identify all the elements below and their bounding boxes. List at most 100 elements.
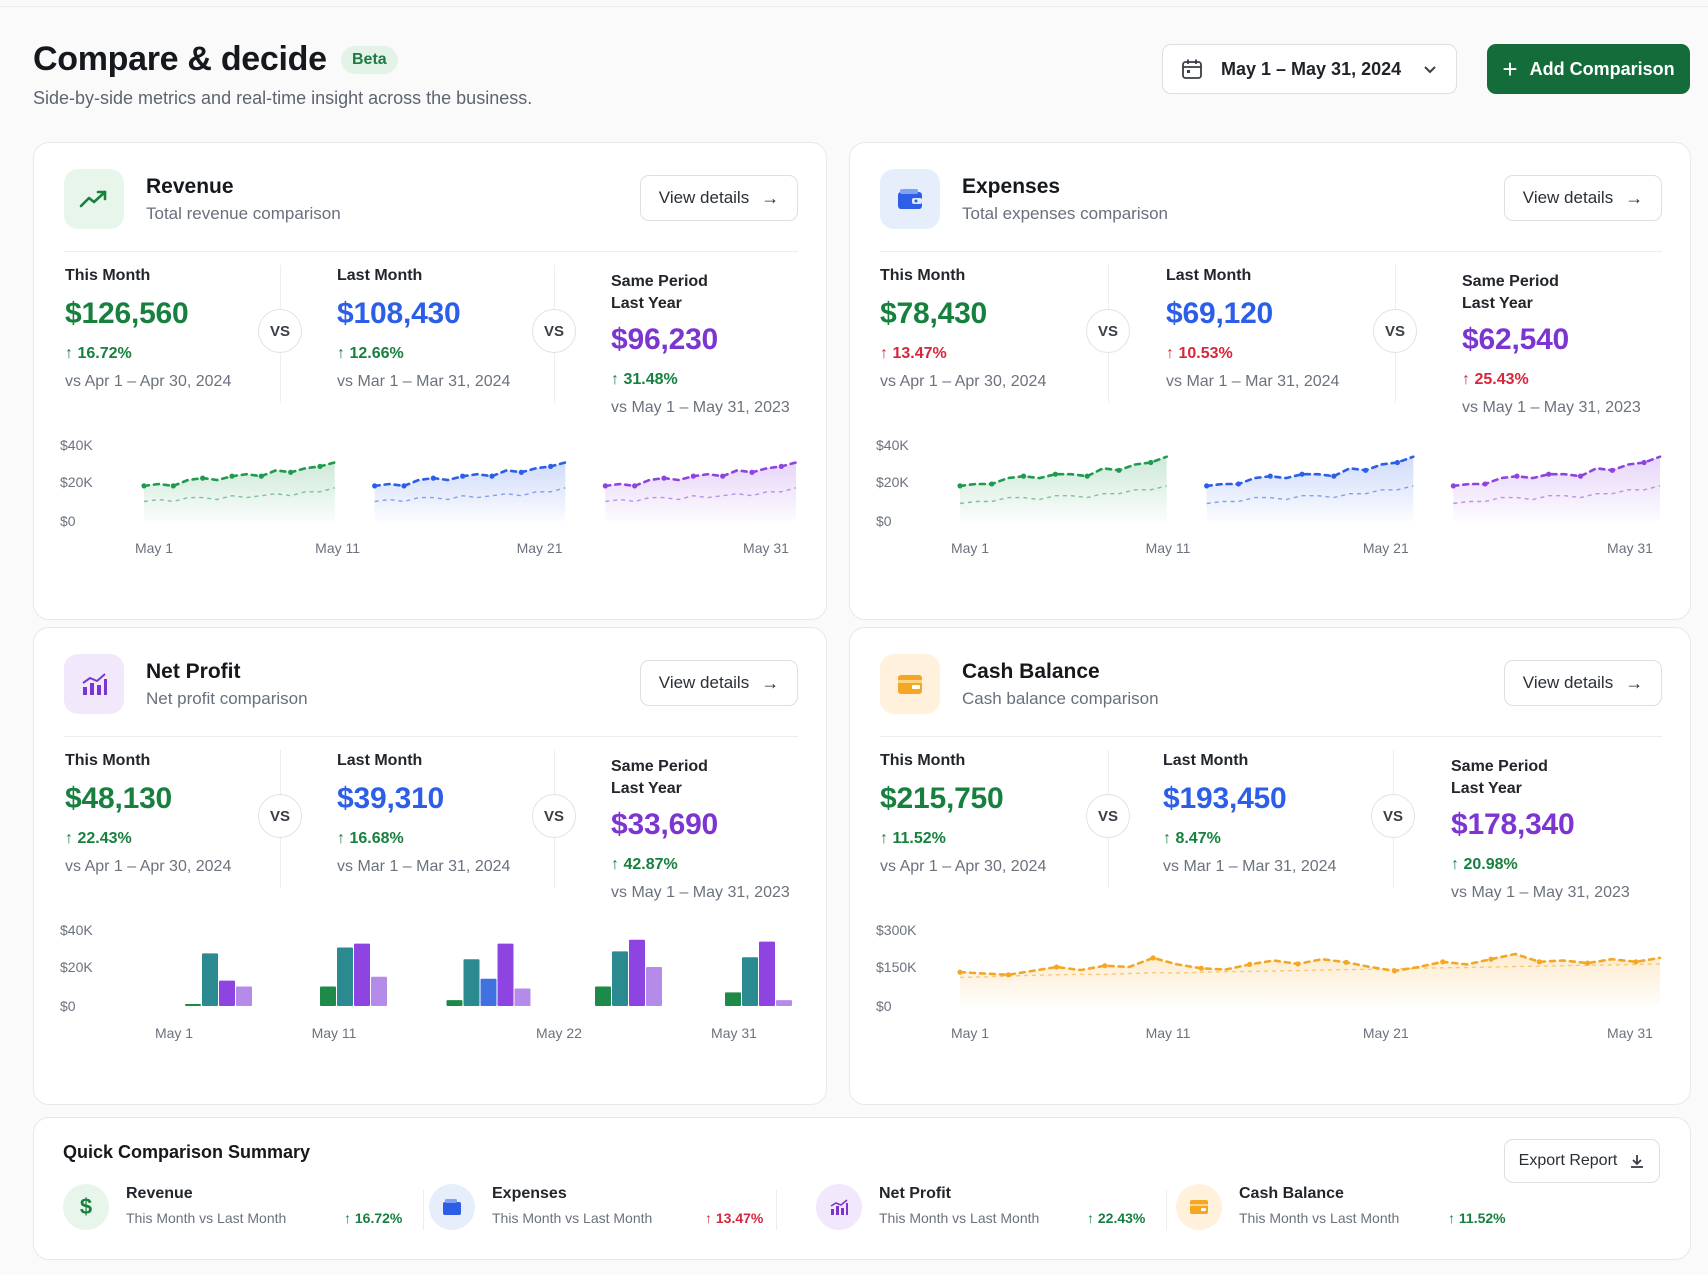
metric-same-period: Same Period Last Year $62,540 ↑ 25.43% vs… (1462, 271, 1641, 417)
page-header: Compare & decide Beta Side-by-side metri… (33, 34, 1691, 124)
vs-badge: VS (258, 309, 302, 353)
y-tick-label: $40K (60, 437, 93, 453)
bar (185, 1004, 201, 1006)
metric-value: $126,560 (65, 297, 189, 330)
bar (236, 986, 252, 1006)
summary-item-pct: ↑ 13.47% (705, 1210, 764, 1226)
bar (725, 992, 741, 1006)
data-point (401, 483, 407, 489)
data-point (1148, 459, 1154, 466)
vs-badge: VS (532, 309, 576, 353)
series-area (374, 462, 566, 521)
y-tick-label: $300K (876, 922, 917, 938)
data-point (1343, 959, 1349, 965)
bar (480, 978, 497, 1006)
metric-label: This Month (880, 267, 966, 284)
wallet-icon (880, 654, 940, 714)
view-details-button[interactable]: View details → (640, 175, 798, 221)
metric-change: ↑ 11.52% (880, 830, 946, 847)
quick-comparison-summary: Quick Comparison Summary Export Report $… (33, 1117, 1691, 1260)
data-point (1546, 471, 1552, 477)
summary-item-name: Revenue (126, 1185, 193, 1202)
bar (354, 943, 370, 1006)
series-line-primary (1205, 455, 1415, 488)
date-range-picker[interactable]: May 1 – May 31, 2024 (1162, 44, 1457, 94)
vs-badge: VS (258, 794, 302, 838)
metric-label: Last Month (1163, 752, 1249, 769)
page-subtitle: Side-by-side metrics and real-time insig… (33, 88, 533, 108)
y-tick-label: $0 (876, 513, 892, 529)
data-point (1331, 473, 1337, 479)
metric-same-period: Same Period Last Year $178,340 ↑ 20.98% v… (1451, 756, 1630, 902)
data-point (1150, 955, 1156, 961)
arrow-up-icon: ↑ (705, 1210, 716, 1226)
trend-up-icon (64, 169, 124, 229)
metric-value: $39,310 (337, 782, 445, 815)
data-point (141, 483, 147, 489)
calendar-icon (1182, 59, 1202, 79)
data-point (957, 483, 963, 489)
data-point (518, 469, 524, 475)
metric-label: Same Period Last Year (611, 758, 708, 797)
data-point (430, 475, 436, 481)
view-details-label: View details (1522, 188, 1614, 207)
summary-divider (776, 1190, 777, 1230)
add-comparison-button[interactable]: + Add Comparison (1487, 44, 1690, 94)
net-profit-chart: $40K $20K $0 May 1 May 11 May 22 May 31 (60, 922, 792, 1041)
metric-last-month: Last Month $69,120 ↑ 10.53% vs Mar 1 – M… (1166, 265, 1339, 391)
export-report-button[interactable]: Export Report (1504, 1139, 1660, 1183)
series-line-secondary (959, 485, 1167, 505)
metric-change: ↑ 8.47% (1163, 830, 1221, 847)
view-details-button[interactable]: View details → (1504, 660, 1662, 706)
vs-badge: VS (1373, 309, 1417, 353)
metric-range: vs Mar 1 – Mar 31, 2024 (337, 373, 511, 390)
series-line-secondary (374, 487, 566, 503)
bar (320, 986, 336, 1006)
x-tick-label: May 31 (743, 540, 789, 556)
metric-range: vs May 1 – May 31, 2023 (1462, 399, 1641, 416)
arrow-up-icon: ↑ (65, 345, 78, 362)
data-point (258, 473, 264, 479)
data-point (1488, 956, 1494, 962)
y-tick-label: $0 (60, 513, 76, 529)
bar-chart-icon (64, 654, 124, 714)
metric-value: $69,120 (1166, 297, 1274, 330)
data-point (1577, 473, 1584, 479)
data-point (1609, 467, 1615, 473)
view-details-button[interactable]: View details → (640, 660, 798, 706)
metric-last-month: Last Month $108,430 ↑ 12.66% vs Mar 1 – … (337, 265, 510, 391)
data-point (1514, 473, 1520, 479)
data-point (1536, 959, 1542, 965)
summary-item-compare: This Month vs Last Month (492, 1210, 653, 1226)
wallet-icon (1176, 1184, 1222, 1230)
plus-icon: + (1502, 54, 1518, 84)
data-point (1295, 961, 1301, 967)
card-title: Net Profit (146, 660, 241, 683)
vs-badge: VS (1371, 794, 1415, 838)
series-area (605, 462, 796, 521)
data-point (548, 463, 554, 469)
data-point (1204, 483, 1210, 489)
series-line-primary (958, 952, 1662, 977)
metric-range: vs May 1 – May 31, 2023 (611, 884, 790, 901)
metric-range: vs Mar 1 – Mar 31, 2024 (1163, 858, 1337, 875)
metric-range: vs Apr 1 – Apr 30, 2024 (880, 373, 1047, 390)
metric-label: This Month (65, 267, 151, 284)
summary-item-name: Net Profit (879, 1185, 951, 1202)
metric-change: ↑ 12.66% (337, 345, 404, 362)
card-divider (880, 736, 1662, 737)
card-divider (64, 251, 798, 252)
data-point (200, 475, 206, 481)
wallet-icon (880, 169, 940, 229)
x-tick-label: May 11 (312, 1025, 357, 1041)
view-details-button[interactable]: View details → (1504, 175, 1662, 221)
arrow-up-icon: ↑ (1166, 345, 1179, 362)
arrow-up-icon: ↑ (1163, 830, 1176, 847)
y-tick-label: $40K (60, 922, 93, 938)
data-point (778, 463, 784, 469)
x-tick-label: May 21 (1363, 1025, 1409, 1041)
series-area (1453, 456, 1660, 521)
data-point (1052, 471, 1058, 477)
metric-range: vs Mar 1 – Mar 31, 2024 (1166, 373, 1340, 390)
bar (446, 1000, 463, 1006)
